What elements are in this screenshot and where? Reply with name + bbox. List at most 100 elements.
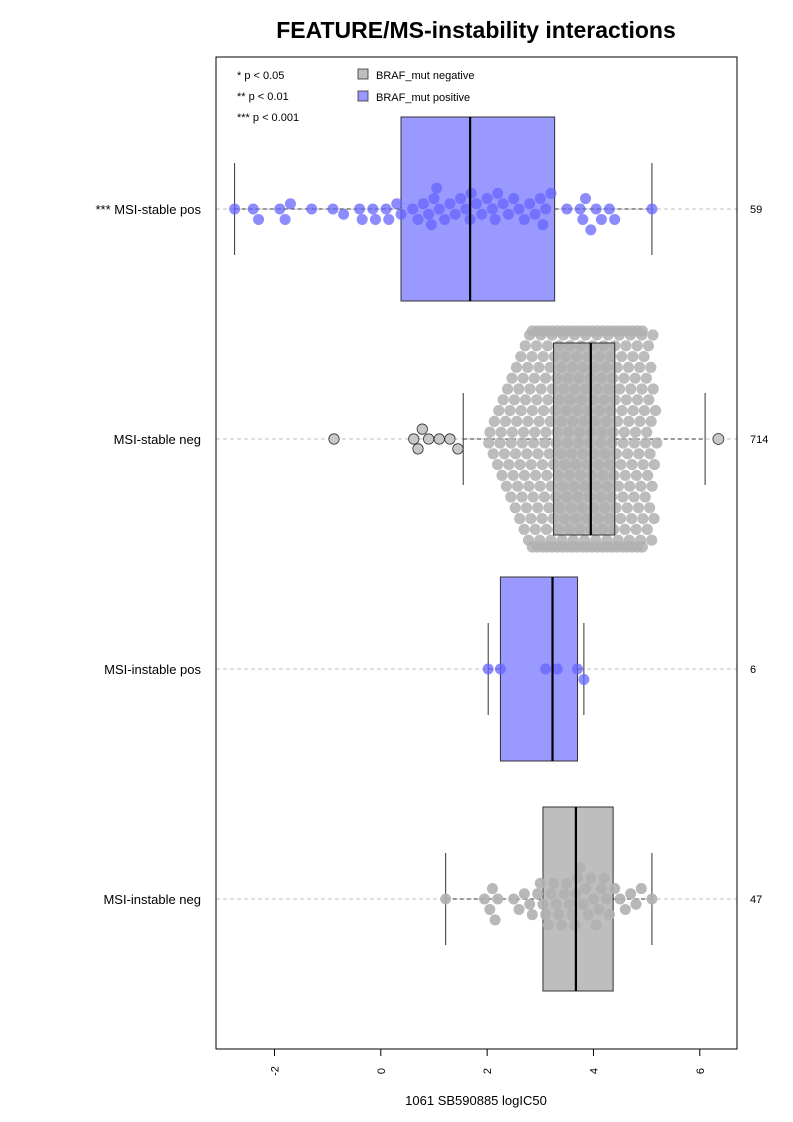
data-point bbox=[595, 213, 607, 225]
data-point bbox=[497, 198, 509, 210]
data-point bbox=[598, 872, 610, 884]
data-point bbox=[606, 437, 618, 449]
data-point bbox=[460, 203, 472, 215]
data-point bbox=[619, 903, 631, 915]
data-point bbox=[532, 448, 544, 460]
data-point bbox=[407, 203, 419, 215]
data-point bbox=[625, 383, 637, 395]
data-point bbox=[471, 198, 482, 210]
data-point bbox=[526, 909, 538, 921]
data-point bbox=[279, 213, 291, 225]
data-point bbox=[593, 903, 605, 915]
data-point bbox=[598, 340, 610, 352]
data-point bbox=[587, 893, 599, 905]
data-point bbox=[572, 872, 584, 884]
data-point bbox=[607, 372, 619, 384]
data-point bbox=[534, 877, 546, 889]
data-point bbox=[507, 469, 519, 481]
data-point bbox=[548, 877, 560, 889]
data-point bbox=[564, 898, 576, 910]
data-point bbox=[560, 405, 572, 417]
data-point bbox=[519, 394, 532, 406]
group-label: MSI-instable pos bbox=[104, 662, 201, 677]
data-point bbox=[557, 383, 570, 395]
significance-legend-entry: ** p < 0.01 bbox=[237, 91, 289, 103]
data-point bbox=[580, 383, 592, 395]
data-point bbox=[550, 898, 562, 910]
data-point bbox=[564, 394, 576, 406]
data-point bbox=[551, 372, 563, 384]
data-point bbox=[638, 405, 650, 417]
data-point bbox=[571, 351, 583, 363]
data-point bbox=[583, 437, 596, 449]
data-point bbox=[501, 383, 514, 395]
data-point bbox=[527, 437, 540, 449]
data-point bbox=[380, 203, 392, 215]
data-point bbox=[639, 491, 651, 503]
data-point bbox=[583, 491, 595, 503]
data-point bbox=[577, 898, 589, 910]
data-point bbox=[593, 351, 605, 363]
data-point bbox=[548, 351, 561, 363]
data-point bbox=[433, 203, 445, 215]
data-point bbox=[614, 893, 626, 905]
plot-frame bbox=[215, 56, 738, 1050]
data-point bbox=[566, 361, 579, 373]
data-point bbox=[641, 523, 653, 536]
data-point bbox=[542, 919, 554, 931]
x-tick-label: 4 bbox=[588, 1068, 600, 1074]
data-point bbox=[253, 213, 265, 225]
data-point bbox=[520, 502, 533, 514]
data-point bbox=[527, 491, 539, 503]
data-point bbox=[592, 513, 604, 525]
data-point bbox=[529, 523, 541, 536]
data-point bbox=[534, 480, 546, 492]
data-point bbox=[541, 469, 553, 481]
data-point bbox=[546, 383, 558, 395]
data-point bbox=[395, 208, 407, 220]
data-point bbox=[493, 405, 505, 417]
data-point bbox=[508, 893, 520, 905]
data-point bbox=[630, 898, 642, 910]
data-point bbox=[537, 219, 549, 231]
data-point bbox=[639, 437, 652, 449]
data-point bbox=[594, 491, 607, 503]
data-point bbox=[595, 437, 607, 449]
data-point bbox=[476, 208, 488, 220]
data-point bbox=[578, 361, 590, 373]
data-point bbox=[274, 203, 286, 215]
data-point bbox=[573, 426, 586, 438]
data-point bbox=[582, 909, 594, 921]
data-point bbox=[609, 213, 621, 225]
data-point bbox=[561, 203, 573, 215]
data-point bbox=[512, 480, 524, 492]
data-point bbox=[589, 361, 601, 373]
data-point bbox=[629, 426, 642, 438]
data-point bbox=[229, 203, 241, 215]
group-label: MSI-instable neg bbox=[103, 892, 201, 907]
data-point bbox=[553, 909, 565, 921]
outlier-point bbox=[433, 433, 445, 445]
data-point bbox=[425, 219, 437, 231]
data-point bbox=[508, 394, 520, 406]
data-point bbox=[338, 208, 350, 220]
data-point bbox=[484, 903, 496, 915]
data-point bbox=[478, 893, 490, 905]
data-point bbox=[612, 480, 625, 492]
data-point bbox=[628, 491, 640, 503]
data-point bbox=[637, 513, 649, 525]
outlier-point bbox=[412, 443, 424, 455]
data-point bbox=[596, 523, 609, 536]
data-point bbox=[537, 351, 549, 363]
data-point bbox=[579, 193, 591, 205]
data-point bbox=[544, 361, 556, 373]
data-point bbox=[498, 448, 510, 460]
data-point bbox=[565, 448, 578, 460]
data-point bbox=[513, 383, 525, 395]
data-point bbox=[645, 361, 657, 373]
data-point bbox=[606, 491, 618, 503]
data-point bbox=[569, 383, 581, 395]
data-point bbox=[535, 383, 547, 395]
data-point bbox=[482, 663, 494, 675]
data-point bbox=[582, 405, 594, 417]
